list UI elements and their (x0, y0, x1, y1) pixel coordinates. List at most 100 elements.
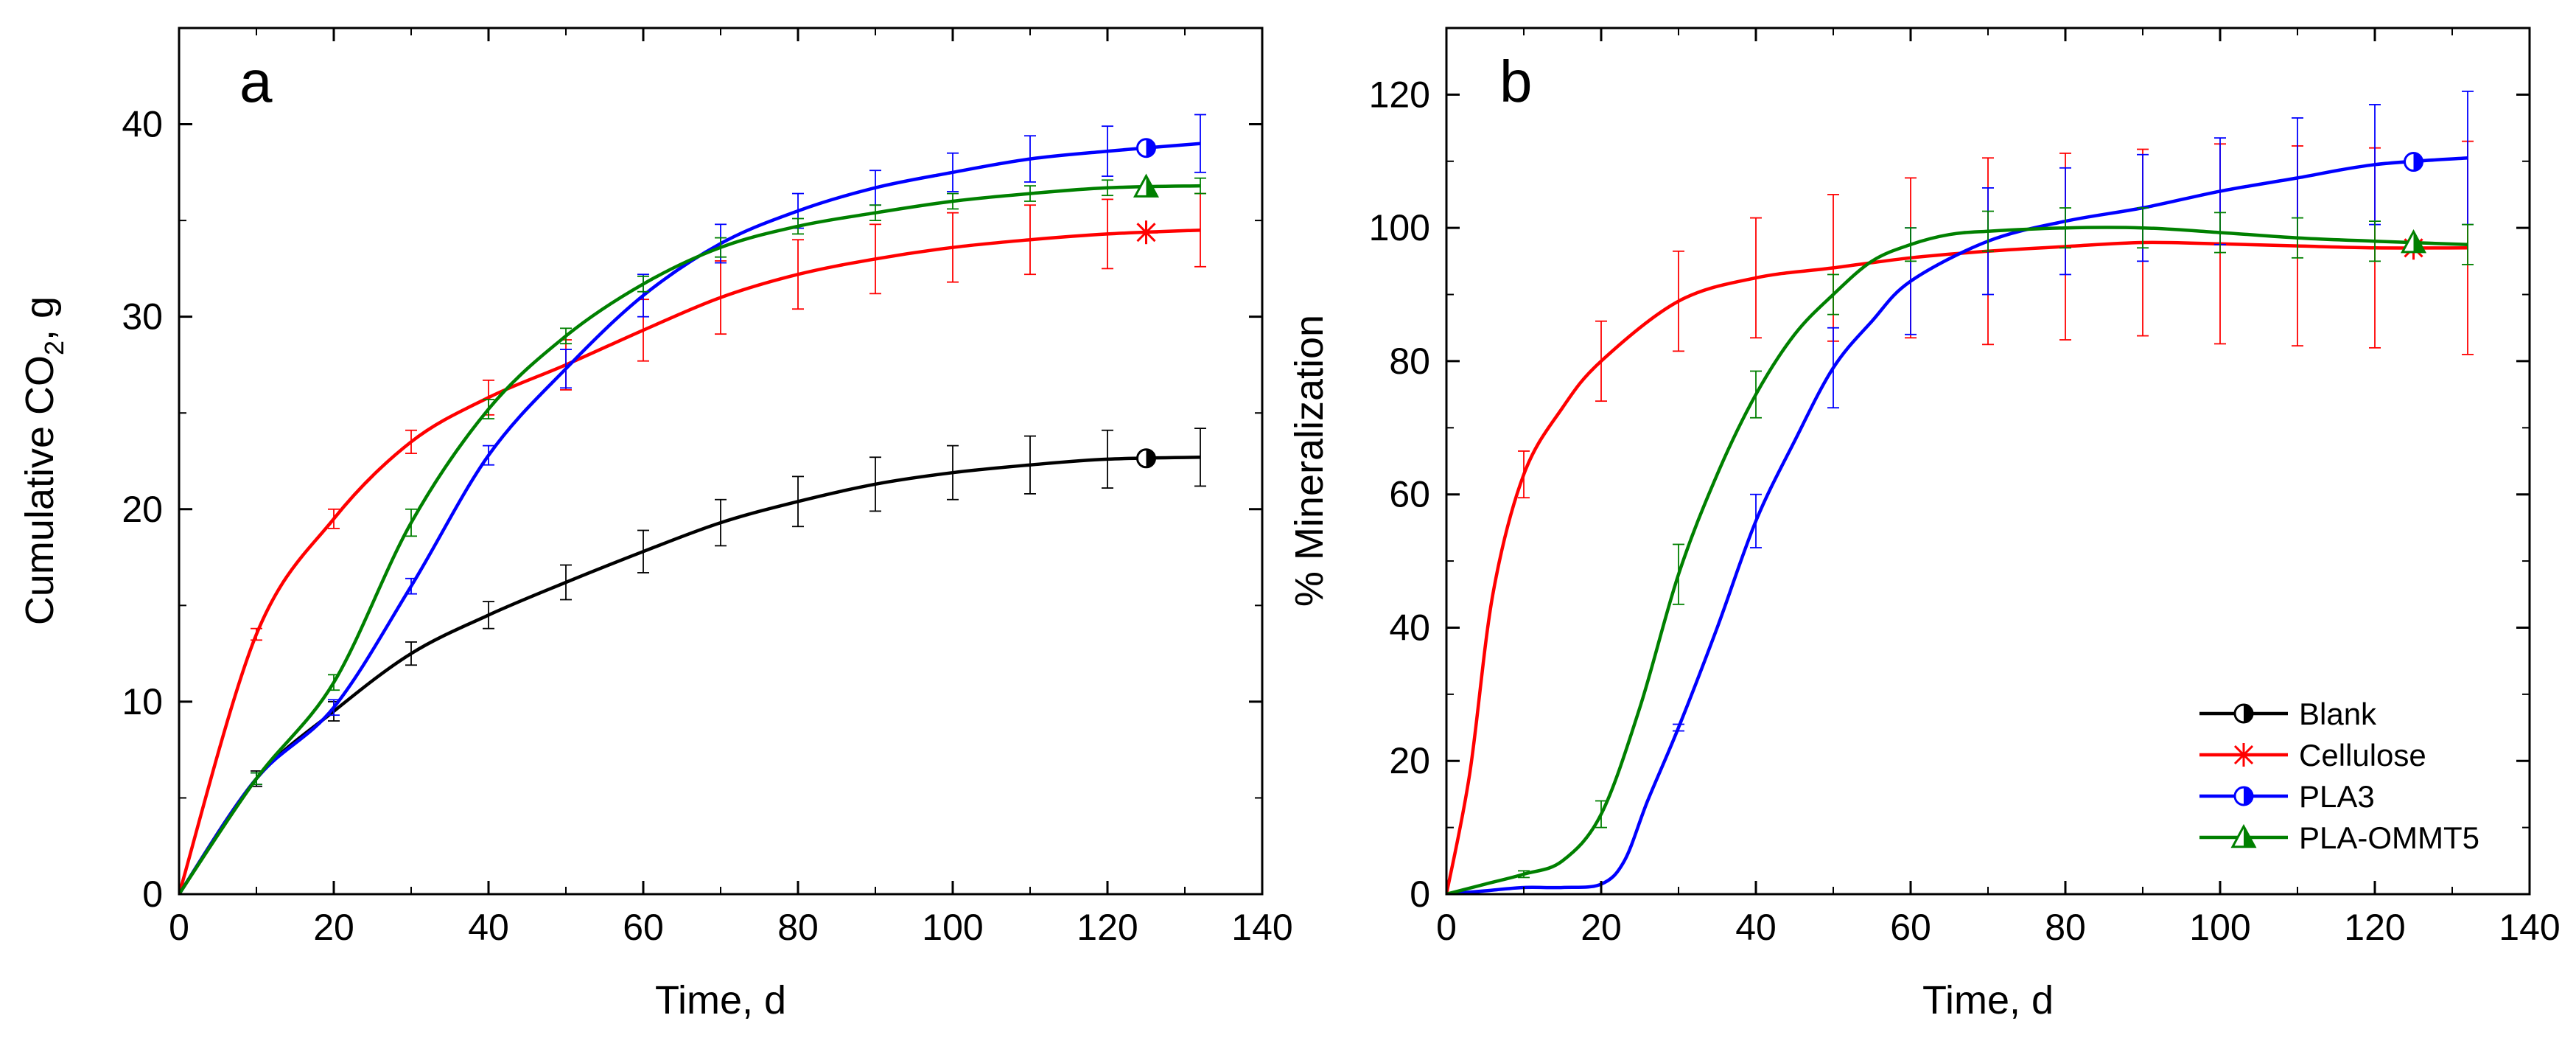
panel-a-series-cellulose (179, 192, 1206, 894)
panel-b-x-tick-label: 20 (1581, 907, 1622, 948)
panel-b-chart: 0 20 40 60 80 100 120 140 0 20 40 60 80 100 120 b Time… (1287, 27, 2561, 1022)
legend-marker-cellulose (2232, 743, 2255, 767)
panel-a-y-tick-label: 0 (142, 874, 163, 915)
panel-b-errorbar-pla-ommt5 (2462, 223, 2474, 265)
panel-b-errorbar-pla-ommt5 (1518, 870, 1530, 879)
legend-marker-pla3 (2233, 786, 2254, 806)
panel-a-series-pla-ommt5 (179, 173, 1206, 894)
panel-a-marker-pla3 (1136, 138, 1156, 158)
panel-b-y-tick-label: 20 (1389, 740, 1430, 781)
panel-b-marker-pla-ommt5 (2400, 229, 2427, 254)
panel-a-x-tick-label: 0 (169, 907, 189, 948)
panel-b-x-tick-label: 100 (2189, 907, 2250, 948)
panel-b-errorbar-pla3 (1750, 493, 1762, 548)
panel-b-errorbar-pla3 (1673, 723, 1684, 732)
panel-a-marker-cellulose (1134, 220, 1158, 245)
panel-a-errorbar-cellulose (328, 508, 340, 529)
panel-a-x-tick-label: 80 (777, 907, 819, 948)
panel-a-errorbar-blank (1024, 435, 1036, 495)
panel-a-errorbar-pla-ommt5 (328, 674, 340, 691)
panel-a-series-pla3 (179, 114, 1206, 894)
panel-a-errorbar-blank (792, 475, 804, 528)
panel-b-errorbar-pla-ommt5 (1982, 210, 1994, 252)
panel-a-errorbar-pla-ommt5 (1102, 179, 1113, 197)
panel-a-y-title-tail: , g (18, 296, 62, 341)
panel-a-errorbar-pla-ommt5 (869, 204, 881, 222)
panel-a-x-tick-label: 20 (313, 907, 354, 948)
panel-a-y-title-main: Cumulative CO (18, 355, 62, 625)
panel-b-errorbar-pla-ommt5 (1905, 227, 1917, 262)
legend-label-pla-ommt5: PLA-OMMT5 (2299, 820, 2479, 855)
panel-a-x-tick-label: 60 (623, 907, 664, 948)
panel-a-errorbar-cellulose (792, 239, 804, 310)
panel-a-errorbar-cellulose (947, 212, 959, 283)
panel-a-label: a (239, 49, 273, 114)
panel-b-errorbar-pla3 (1827, 327, 1839, 409)
legend-label-cellulose: Cellulose (2299, 738, 2426, 773)
legend-label-pla3: PLA3 (2299, 779, 2375, 814)
panel-b-y-tick-label: 40 (1389, 607, 1430, 648)
panel-a-errorbar-pla3 (483, 444, 494, 466)
panel-b-errorbar-pla-ommt5 (2214, 212, 2226, 254)
panel-b-x-tick-label: 140 (2499, 907, 2560, 948)
panel-b-errorbar-pla-ommt5 (2292, 217, 2303, 259)
panel-b-x-tick-label: 60 (1890, 907, 1931, 948)
panel-b-marker-pla3 (2404, 152, 2423, 172)
panel-b-x-tick-label: 80 (2045, 907, 2086, 948)
panel-a-errorbar-blank (637, 529, 649, 573)
panel-b-y-tick-label: 120 (1369, 74, 1430, 115)
panel-a-line-pla-ommt5 (179, 184, 1201, 894)
panel-a-errorbar-pla3 (405, 577, 417, 595)
panel-b-plot-area (1446, 90, 2474, 894)
panel-b-y-tick-label: 80 (1389, 341, 1430, 382)
panel-a-errorbar-pla-ommt5 (792, 217, 804, 235)
panel-b-errorbar-pla-ommt5 (2137, 207, 2149, 249)
panel-a-errorbar-blank (405, 641, 417, 666)
panel-a-errorbar-pla3 (328, 699, 340, 716)
panel-a-errorbar-pla-ommt5 (1194, 177, 1206, 195)
legend-item-pla-ommt5: PLA-OMMT5 (2199, 820, 2479, 855)
panel-b-errorbar-cellulose (1673, 250, 1684, 352)
panel-a-marker-pla-ommt5 (1133, 173, 1160, 198)
panel-b-label: b (1499, 49, 1533, 114)
panel-a-errorbar-blank (1194, 428, 1206, 487)
panel-a-y-axis-title: Cumulative CO2, g (18, 296, 69, 625)
panel-a-errorbar-cellulose (1102, 198, 1113, 270)
panel-a-errorbar-blank (715, 498, 727, 547)
panel-a-errorbar-pla-ommt5 (1024, 185, 1036, 202)
panel-a-x-tick-label: 120 (1077, 907, 1138, 948)
panel-a-line-cellulose (179, 228, 1201, 894)
panel-a-x-tick-label: 100 (922, 907, 983, 948)
panel-a-errorbar-pla-ommt5 (251, 772, 262, 786)
panel-b-errorbar-cellulose (1595, 320, 1607, 402)
panel-b-errorbar-pla-ommt5 (2369, 220, 2381, 262)
panel-a-x-tick-label: 140 (1231, 907, 1292, 948)
legend-label-blank: Blank (2299, 697, 2377, 731)
panel-a-chart: 0 20 40 60 80 100 120 140 0 10 20 30 40 a Time, d Cu… (18, 27, 1293, 1022)
panel-b-x-tick-label: 40 (1735, 907, 1777, 948)
panel-a-errorbar-pla3 (1194, 114, 1206, 173)
panel-a-errorbar-pla3 (947, 152, 959, 192)
panel-b-y-tick-label: 0 (1410, 874, 1430, 915)
panel-a-errorbar-cellulose (251, 627, 262, 641)
panel-a-x-axis-title: Time, d (655, 978, 786, 1022)
panel-b-y-tick-label: 100 (1369, 207, 1430, 248)
panel-b-line-cellulose (1446, 240, 2468, 894)
panel-a-errorbar-cellulose (1024, 204, 1036, 276)
panel-a-errorbar-cellulose (405, 429, 417, 454)
panel-b-errorbar-pla-ommt5 (1750, 370, 1762, 419)
panel-b-errorbar-cellulose (1750, 217, 1762, 339)
panel-b-x-tick-label: 0 (1436, 907, 1457, 948)
panel-a-errorbar-blank (1102, 429, 1113, 489)
panel-b-x-axis-title: Time, d (1922, 978, 2054, 1022)
panel-a-marker-blank (1136, 448, 1156, 469)
panel-a-y-tick-label: 20 (122, 489, 163, 530)
panel-b-errorbar-cellulose (1518, 450, 1530, 499)
panel-b-ticks: 0 20 40 60 80 100 120 140 0 20 40 60 80 100 120 (1369, 28, 2561, 948)
panel-a-plot-area (179, 114, 1206, 894)
panel-a-ticks: 0 20 40 60 80 100 120 140 0 10 20 30 40 (122, 28, 1293, 948)
panel-a-errorbar-pla3 (1102, 125, 1113, 177)
panel-a-y-tick-label: 30 (122, 296, 163, 338)
panel-a-x-tick-label: 40 (468, 907, 509, 948)
